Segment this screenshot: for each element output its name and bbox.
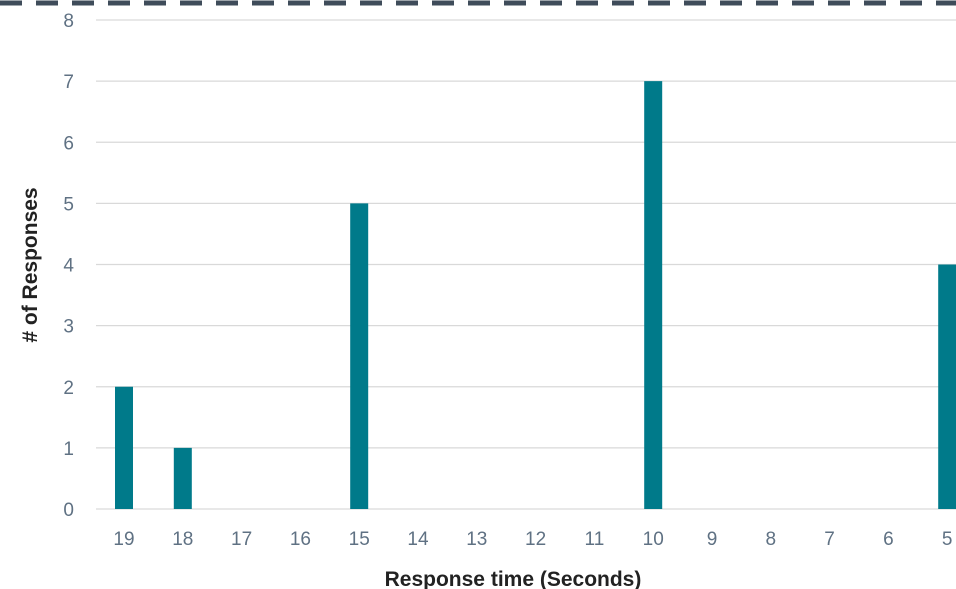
x-tick-label: 12: [525, 529, 546, 550]
bar-10: [644, 81, 663, 509]
x-tick-label: 6: [883, 529, 894, 550]
y-axis-title: # of Responses: [19, 187, 42, 342]
bar-18: [173, 447, 192, 509]
y-tick-label: 8: [63, 11, 74, 32]
bar-5: [938, 264, 956, 509]
x-tick-label: 10: [643, 529, 664, 550]
y-tick-label: 4: [63, 256, 74, 277]
x-tick-label: 7: [824, 529, 835, 550]
grid-lines: [96, 19, 956, 510]
x-tick-label: 14: [407, 529, 429, 550]
y-tick-label: 0: [63, 500, 74, 521]
x-tick-label: 18: [172, 529, 193, 550]
x-tick-label: 5: [942, 529, 953, 550]
x-tick-label: 11: [585, 529, 605, 550]
x-tick-label: 15: [349, 529, 370, 550]
x-tick-label: 8: [766, 529, 777, 550]
y-tick-labels: 0 1 2 3 4 5 6 7 8: [63, 11, 74, 521]
bar-19: [115, 386, 133, 509]
x-tick-label: 17: [231, 529, 252, 550]
y-tick-label: 3: [63, 317, 74, 338]
y-tick-label: 2: [63, 378, 74, 399]
x-axis-title: Response time (Seconds): [385, 568, 642, 589]
y-tick-label: 1: [63, 439, 74, 460]
bar-15: [350, 203, 369, 509]
x-tick-label: 13: [466, 529, 487, 550]
y-tick-label: 7: [63, 72, 74, 93]
x-tick-label: 19: [113, 529, 134, 550]
x-tick-label: 9: [707, 529, 718, 550]
y-tick-label: 5: [63, 194, 74, 215]
bars: [115, 81, 956, 509]
x-tick-labels: 19 18 17 16 15 14 13 12 11 10 9 8 7 6 5: [113, 529, 952, 550]
y-tick-label: 6: [63, 133, 74, 154]
x-tick-label: 16: [290, 529, 311, 550]
